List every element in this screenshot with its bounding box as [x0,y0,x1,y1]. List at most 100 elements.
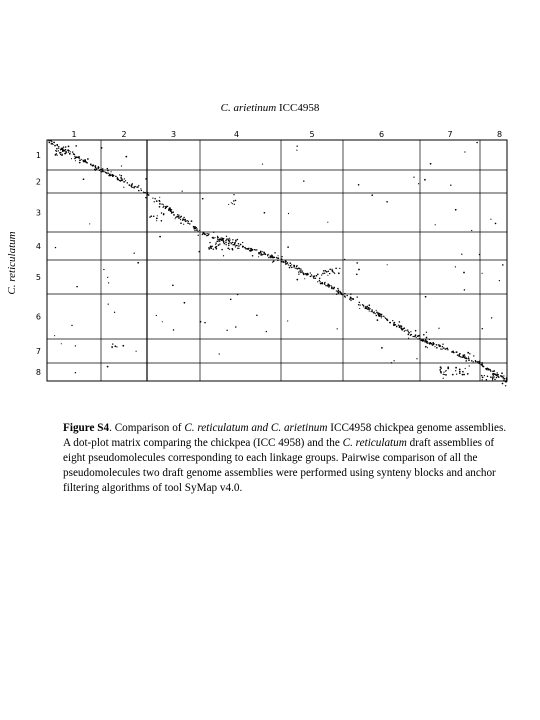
anchor-dot [228,244,230,247]
anchor-dot [225,238,228,240]
anchor-dot [441,345,444,348]
anchor-dot [61,154,63,156]
anchor-dot [100,147,103,149]
anchor-dot [146,192,148,195]
anchor-dot [321,282,324,285]
anchor-dot [84,159,87,161]
anchor-dot [215,245,218,248]
anchor-dot [344,296,346,298]
anchor-dot [417,183,420,185]
anchor-dot [238,247,240,249]
anchor-dot [89,223,91,225]
anchor-dot [461,253,463,255]
anchor-dot [496,372,498,374]
anchor-dot [328,272,331,275]
anchor-dot [242,241,244,244]
anchor-dot [107,276,109,278]
anchor-dot [236,244,238,247]
y-tick-label: 4 [36,242,41,251]
anchor-dot [490,317,493,319]
anchor-dot [335,267,337,270]
anchor-dot [330,287,333,290]
anchor-dot [406,329,409,331]
anchor-dot [227,242,230,245]
anchor-dot [198,250,200,253]
anchor-dot [302,272,305,275]
anchor-dot [439,370,442,373]
anchor-dot [208,246,210,249]
anchor-dot [186,220,188,222]
anchor-dot [228,203,230,205]
anchor-dot [485,368,487,370]
anchor-dot [430,342,433,345]
anchor-dot [400,327,403,329]
anchor-dot [296,268,299,270]
x-tick-label: 5 [309,130,314,139]
anchor-dot [111,345,113,348]
anchor-dot [82,178,85,181]
anchor-dot [386,319,389,322]
anchor-dot [392,319,394,322]
anchor-dot [216,236,219,238]
anchor-dot [467,351,470,354]
anchor-dot [215,244,217,246]
anchor-dot [215,242,217,244]
caption-text-1: . Comparison of [109,422,185,434]
anchor-dot [237,247,239,250]
anchor-dot [373,311,375,313]
anchor-dot [199,320,202,323]
anchor-dot [334,273,336,275]
anchor-dot [305,273,308,276]
anchor-dot [290,266,293,269]
anchor-dot [227,247,230,250]
anchor-dot [383,315,385,318]
anchor-dot [135,350,137,352]
anchor-dot [229,237,231,239]
anchor-dot [272,260,275,262]
anchor-dot [263,251,265,254]
anchor-dot [355,273,358,276]
anchor-dot [295,265,298,268]
anchor-dot [76,285,78,288]
anchor-dot [498,279,501,282]
anchor-dot [74,371,77,374]
anchor-dot [183,223,185,225]
y-tick-label: 3 [36,209,41,218]
anchor-dot [438,346,440,348]
anchor-dot [126,182,129,184]
anchor-dot [287,246,289,248]
anchor-dot [413,176,415,178]
anchor-dot [58,147,60,149]
anchor-dot [219,238,222,241]
anchor-dot [187,220,190,222]
anchor-dot [179,219,182,221]
y-tick-label: 6 [36,313,41,322]
anchor-dot [428,338,431,341]
anchor-dot [235,244,237,246]
anchor-dot [197,234,199,236]
anchor-dot [304,278,306,280]
anchor-dot [125,155,128,158]
caption-text-2: ICC4958 chickpea genome assemblies. A do… [63,422,507,449]
anchor-dot [440,367,442,370]
anchor-dot [381,316,383,318]
anchor-dot [451,351,453,353]
anchor-dot [74,160,77,162]
anchor-dot [464,151,466,153]
anchor-dot [492,370,494,373]
anchor-dot [170,209,173,211]
anchor-dot [339,291,342,294]
anchor-dot [175,216,177,219]
anchor-dot [253,248,256,251]
anchor-dot [268,253,270,255]
anchor-dot [201,233,203,236]
plot-grid [47,140,507,381]
anchor-dot [298,273,300,275]
anchor-dot [434,224,436,226]
anchor-dot [502,377,505,379]
anchor-dot [221,238,224,241]
anchor-dot [159,203,161,205]
anchor-dot [269,256,271,258]
anchor-dot [300,268,302,270]
anchor-dot [98,169,101,172]
